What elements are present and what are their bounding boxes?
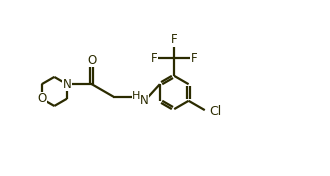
Text: O: O: [37, 92, 46, 105]
Text: N: N: [62, 78, 71, 91]
Text: N: N: [140, 94, 149, 107]
Text: H: H: [132, 91, 141, 101]
Text: F: F: [151, 52, 158, 65]
Text: F: F: [171, 33, 178, 46]
Text: Cl: Cl: [209, 105, 221, 118]
Text: F: F: [190, 52, 197, 65]
Text: O: O: [87, 54, 96, 67]
